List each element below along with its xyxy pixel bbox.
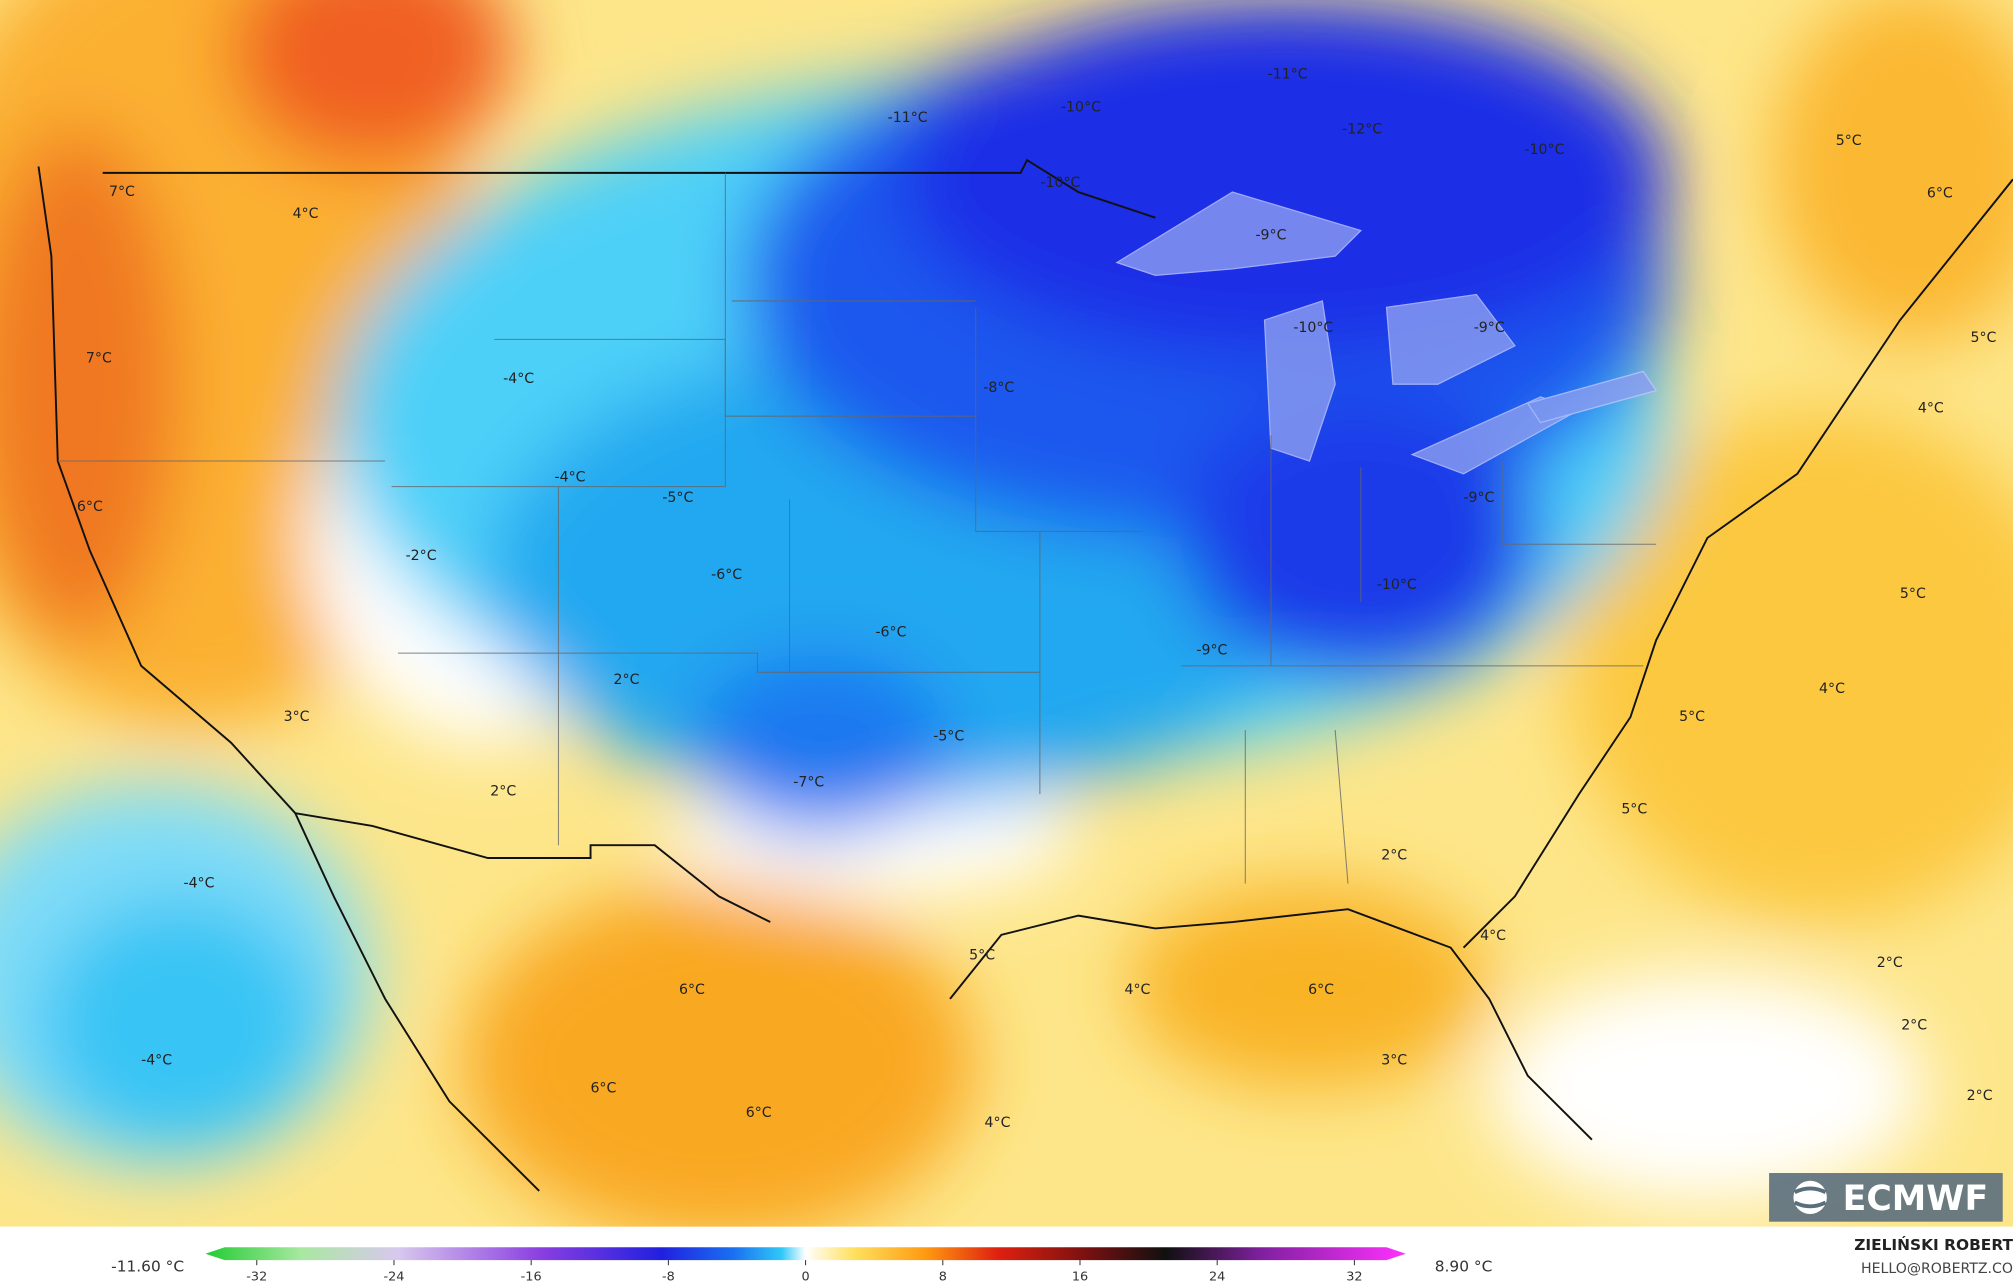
temp-label: 6°C [1308,982,1334,998]
temp-label: 4°C [1918,401,1944,417]
temp-label: -11°C [1268,66,1308,82]
temp-label: 2°C [1877,955,1903,971]
temp-label: -10°C [1377,577,1417,593]
temp-label: 4°C [293,206,319,222]
temp-label: -7°C [793,774,824,790]
temp-label: -4°C [555,470,586,486]
colorbar-tick-label: -8 [662,1270,675,1285]
temp-label: -8°C [983,380,1014,396]
temp-label: 2°C [490,783,516,799]
temperature-field [0,0,2013,1227]
contact: HELLO@ROBERTZ.CO [1861,1261,2013,1277]
max-label: 8.90 °C [1435,1258,1493,1276]
temp-label: 5°C [1971,330,1997,346]
colorbar-tick-label: -24 [383,1270,404,1285]
author: ZIELIŃSKI ROBERT [1854,1235,2013,1254]
temp-label: -6°C [711,567,742,583]
temp-label: 6°C [77,499,103,515]
state-lines [57,172,1657,884]
colorbar-tick-label: 32 [1346,1270,1362,1285]
colorbar-tick-label: 0 [802,1270,810,1285]
temp-label: 6°C [679,982,705,998]
temp-label: 4°C [985,1115,1011,1131]
temp-label: 2°C [1381,847,1407,863]
temperature-labels: -11°C -10°C -11°C -12°C -10°C -10°C -9°C -10°C -… [77,66,1997,1131]
temp-label: -4°C [503,371,534,387]
temp-label: 7°C [109,184,135,200]
temp-label: -2°C [406,548,437,564]
temp-label: -6°C [875,625,906,641]
temp-label: 6°C [1927,185,1953,201]
colorbar-tick-label: 8 [939,1270,947,1285]
temp-label: 5°C [1900,586,1926,602]
temp-label: -10°C [1061,100,1101,116]
temp-label: -9°C [1196,643,1227,659]
temp-label: 5°C [1621,801,1647,817]
temp-label: -11°C [888,110,928,126]
temp-label: -10°C [1524,142,1564,158]
temp-label: -10°C [1293,320,1333,336]
temp-label: 5°C [1679,709,1705,725]
ecmwf-logo: ECMWF [1769,1173,2003,1222]
temp-label: -4°C [141,1052,172,1068]
colorbar-tick-label: -32 [246,1270,267,1285]
temp-label: 2°C [1901,1018,1927,1034]
temp-label: -4°C [183,876,214,892]
colorbar-tick-label: -16 [521,1270,542,1285]
temp-label: 3°C [284,709,310,725]
temp-label: 5°C [969,947,995,963]
temp-label: -9°C [1474,320,1505,336]
temp-label: 4°C [1819,681,1845,697]
temp-label: 4°C [1480,928,1506,944]
colorbar-tick-label: 24 [1209,1270,1225,1285]
colorbar-ramp [205,1247,1406,1261]
temp-label: -12°C [1342,121,1382,137]
temp-label: 2°C [614,672,640,688]
colorbar-tick-label: 16 [1072,1270,1088,1285]
great-lakes [1115,191,1658,475]
borders [37,158,2013,1192]
temp-label: 6°C [746,1105,772,1121]
temp-label: 6°C [590,1081,616,1097]
logo-text: ECMWF [1843,1179,1988,1219]
temp-label: 2°C [1967,1088,1993,1104]
temp-label: 5°C [1836,133,1862,149]
temp-label: -5°C [933,728,964,744]
temp-label: -9°C [1255,228,1286,244]
temp-label: 4°C [1125,982,1151,998]
temp-label: -9°C [1463,490,1494,506]
temp-label: 3°C [1381,1052,1407,1068]
temp-label: -10°C [1040,175,1080,191]
colorbar: -11.60 °C 8.90 °C -32 -24 -16 -8 0 8 16 24 32 [111,1247,1493,1285]
temp-label: 7°C [86,351,112,367]
min-label: -11.60 °C [111,1258,184,1276]
temp-label: -5°C [662,490,693,506]
